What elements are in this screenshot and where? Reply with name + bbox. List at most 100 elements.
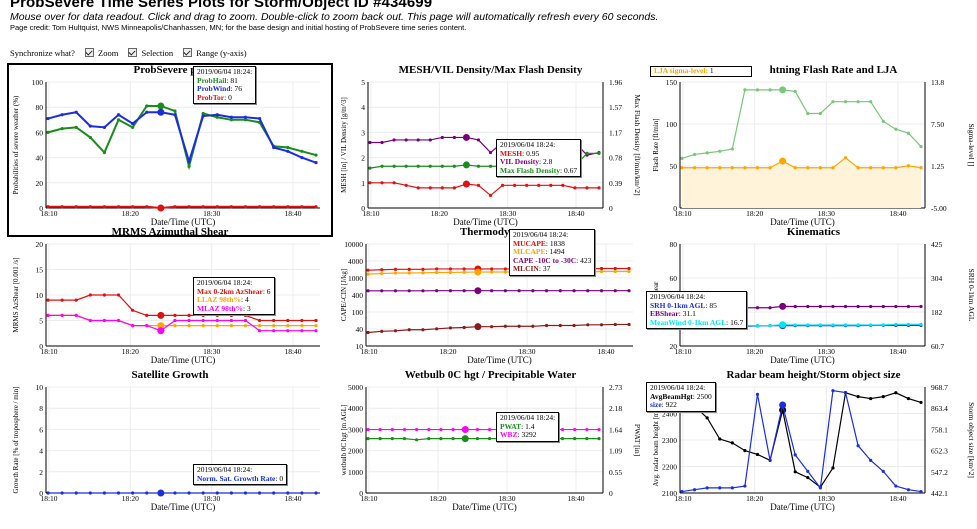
y2-axis-label: Sigma-level [] xyxy=(967,123,976,166)
readout-row: MLCIN: 37 xyxy=(513,264,551,274)
data-point xyxy=(881,395,885,399)
y-tick-label: 2 xyxy=(361,154,365,163)
readout-value: 85 xyxy=(709,300,717,310)
data-point xyxy=(597,437,601,441)
y2-tick-label: 1.64 xyxy=(609,425,622,434)
data-point xyxy=(586,323,590,327)
data-point xyxy=(488,193,493,197)
data-point xyxy=(856,323,860,327)
y-tick-label: 15 xyxy=(36,266,44,275)
series-area xyxy=(682,157,921,208)
data-point xyxy=(187,205,191,209)
data-point xyxy=(439,437,443,441)
data-point xyxy=(201,318,205,323)
data-point xyxy=(597,427,601,432)
readout-label: ProbTor xyxy=(197,92,225,102)
data-point xyxy=(416,186,420,190)
data-point xyxy=(116,491,121,495)
y-tick-label: 400 xyxy=(352,291,364,300)
data-point xyxy=(402,427,407,432)
data-point xyxy=(558,323,562,328)
readout-value: 37 xyxy=(542,264,551,274)
y-axis-label: Flash Rate [fl/min] xyxy=(652,118,660,171)
y-tick-label: 60 xyxy=(36,128,44,137)
readout-value: 1838 xyxy=(549,238,565,248)
data-point xyxy=(116,318,121,323)
readout-label: PWAT xyxy=(500,421,522,431)
data-point xyxy=(215,205,219,209)
data-point xyxy=(755,88,760,92)
data-point xyxy=(843,304,848,309)
data-point xyxy=(462,161,470,169)
data-point xyxy=(906,396,911,401)
data-point xyxy=(380,140,384,145)
data-point xyxy=(513,183,517,187)
data-point xyxy=(613,266,617,271)
readout-value: 2500 xyxy=(696,391,712,401)
data-point xyxy=(768,324,772,328)
x-tick-label: 18:20 xyxy=(429,494,446,503)
readout-row: ProbHail: 81 xyxy=(197,75,238,85)
data-point xyxy=(627,266,631,271)
data-point xyxy=(503,267,507,271)
data-point xyxy=(680,156,684,160)
hover-readout: 2019/06/04 18:24: MUCAPE: 1838 MLCAPE: 149… xyxy=(509,229,596,276)
hover-readout: 2019/06/04 18:24: AvgBeamHgt: 2500 size: 9… xyxy=(646,382,716,412)
data-point xyxy=(869,100,873,104)
x-tick-label: 18:40 xyxy=(597,347,614,356)
data-point xyxy=(779,321,787,329)
y-tick-label: 0 xyxy=(359,489,363,498)
readout-label: MLCAPE xyxy=(513,247,546,257)
readout-time: 2019/06/04 18:24: xyxy=(650,383,706,392)
sync-range-checkbox[interactable] xyxy=(183,48,193,57)
lja-readout: LJA sigma-level: 1 xyxy=(650,66,752,77)
hover-readout: 2019/06/04 18:24: ProbHail: 81 ProbWind: 7… xyxy=(193,66,257,105)
data-point xyxy=(173,491,177,495)
sync-zoom-checkbox[interactable] xyxy=(85,48,95,57)
y-axis-label: MESH [in] / VIL Density [g/m^3] xyxy=(340,97,348,193)
data-point xyxy=(300,329,304,333)
data-point xyxy=(415,438,419,442)
data-point xyxy=(561,183,565,187)
data-point xyxy=(131,324,135,328)
y-tick-label: 5000 xyxy=(348,383,363,392)
x-tick-label: 18:30 xyxy=(203,347,220,356)
data-point xyxy=(380,164,384,168)
data-point xyxy=(517,289,521,293)
data-point xyxy=(856,304,860,309)
readout-value: 0.67 xyxy=(563,165,578,175)
sync-selection-checkbox[interactable] xyxy=(128,48,138,57)
data-point xyxy=(392,164,396,168)
data-point xyxy=(730,166,734,170)
data-point xyxy=(300,149,304,153)
data-point xyxy=(286,149,290,153)
data-point xyxy=(314,161,318,165)
readout-label: EBShear xyxy=(650,309,679,319)
x-tick-label: 18:20 xyxy=(746,347,763,356)
y2-tick-label: 1.09 xyxy=(609,447,622,456)
data-point xyxy=(818,166,822,170)
x-tick-label: 18:20 xyxy=(122,494,139,503)
x-tick-label: 18:30 xyxy=(818,494,835,503)
x-tick-label: 18:10 xyxy=(674,209,691,218)
readout-time: 2019/06/04 18:24: xyxy=(500,140,556,149)
data-point xyxy=(229,491,233,495)
y2-tick-label: 968.7 xyxy=(931,383,948,392)
data-point xyxy=(705,486,709,490)
data-point xyxy=(60,313,64,317)
data-point xyxy=(572,289,576,293)
data-point xyxy=(60,491,64,495)
y2-tick-label: 547.2 xyxy=(931,468,948,477)
data-point xyxy=(831,166,835,170)
chart-title: Wetbulb 0C hgt / Precipitable Water xyxy=(405,369,577,381)
x-tick-label: 18:10 xyxy=(362,209,379,218)
